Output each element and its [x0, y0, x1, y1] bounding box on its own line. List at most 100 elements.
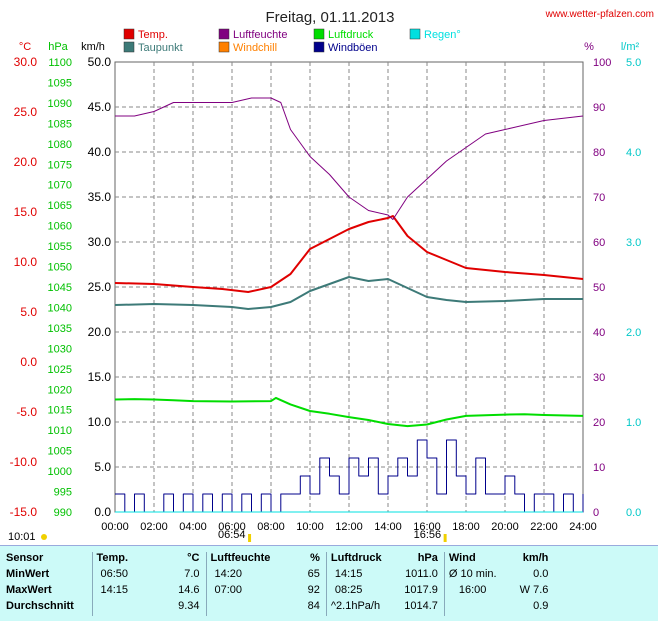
pressure-tick-label: 1055 — [48, 241, 72, 253]
source-link[interactable]: www.wetter-pfalzen.com — [545, 9, 654, 20]
wind-tick-label: 5.0 — [94, 460, 111, 474]
rain-tick-label: 2.0 — [626, 327, 641, 339]
pressure-tick-label: 990 — [54, 507, 72, 519]
time-markers: 10:01 06:54 16:56 — [8, 529, 447, 543]
rain-tick-label: 3.0 — [626, 237, 641, 249]
pressure-tick-label: 995 — [54, 487, 72, 499]
x-tick-label: 12:00 — [335, 521, 363, 533]
stats-header-sensor: Sensor — [6, 552, 44, 564]
stats-min-temp-time: 06:50 — [91, 568, 154, 584]
x-tick-label: 00:00 — [101, 521, 129, 533]
stats-max-hum: 92 — [307, 584, 320, 596]
legend-label-temp: Temp. — [138, 29, 168, 41]
stats-row-max: MaxWert 14:15 14.6 07:00 92 08:25 1017.9… — [6, 584, 554, 600]
series-line-pressure — [114, 396, 584, 428]
pressure-tick-label: 1010 — [48, 425, 72, 437]
humidity-unit-label: % — [584, 41, 594, 53]
stats-label-min: MinWert — [6, 568, 50, 580]
pressure-tick-label: 1040 — [48, 302, 72, 314]
marker-label: 16:56 — [414, 529, 442, 541]
humidity-tick-label: 60 — [593, 237, 605, 249]
wind-tick-label: 40.0 — [88, 145, 112, 159]
pressure-tick-label: 1095 — [48, 77, 72, 89]
x-tick-label: 22:00 — [530, 521, 558, 533]
stats-min-hum: 65 — [307, 568, 320, 580]
legend-swatch-temp — [123, 28, 135, 40]
wind-unit-label: km/h — [81, 41, 105, 53]
stats-avg-wind-time — [443, 600, 507, 616]
humidity-tick-label: 90 — [593, 102, 605, 114]
pressure-tick-label: 1005 — [48, 446, 72, 458]
rain-tick-label: 1.0 — [626, 417, 641, 429]
stats-avg-hum-time — [205, 600, 271, 616]
series-layer — [114, 97, 584, 513]
legend-swatch-humidity — [218, 28, 230, 40]
stats-header-temp: Temp. — [91, 552, 154, 568]
pressure-tick-label: 1035 — [48, 323, 72, 335]
marker-label: 06:54 — [218, 529, 246, 541]
humidity-tick-label: 80 — [593, 147, 605, 159]
temp-tick-label: -5.0 — [16, 405, 37, 419]
x-tick-label: 06:00 — [218, 521, 246, 533]
stats-header-row: Sensor Temp. °C Luftfeuchte % Luftdruck … — [6, 552, 554, 568]
wind-tick-label: 35.0 — [88, 190, 112, 204]
series-line-humidity — [115, 97, 584, 220]
stats-avg-temp-time — [91, 600, 154, 616]
x-tick-label: 24:00 — [569, 521, 597, 533]
pressure-tick-label: 1060 — [48, 221, 72, 233]
temp-tick-label: 10.0 — [14, 255, 38, 269]
humidity-tick-label: 40 — [593, 327, 605, 339]
stats-max-wind: W 7.6 — [519, 584, 549, 596]
stats-header-pres-unit: hPa — [417, 552, 438, 564]
wind-tick-label: 10.0 — [88, 415, 112, 429]
humidity-tick-label: 0 — [593, 507, 599, 519]
stats-header-temp-unit: °C — [187, 552, 200, 564]
stats-row-min: MinWert 06:50 7.0 14:20 65 14:15 1011.0 … — [6, 568, 554, 584]
pressure-unit-label: hPa — [48, 41, 68, 53]
temp-tick-label: -10.0 — [10, 455, 38, 469]
stats-label-avg: Durchschnitt — [6, 600, 74, 612]
series-line-temp — [114, 215, 584, 293]
stats-label-max: MaxWert — [6, 584, 52, 596]
stats-min-pres-time: 14:15 — [325, 568, 397, 584]
stats-panel: Sensor Temp. °C Luftfeuchte % Luftdruck … — [0, 545, 658, 621]
stats-max-pres: 1017.9 — [404, 584, 438, 596]
stats-min-wind: 0.0 — [533, 568, 549, 580]
temp-tick-label: 15.0 — [14, 205, 38, 219]
chart-title: Freitag, 01.11.2013 — [266, 9, 395, 26]
legend-label-gusts: Windböen — [328, 42, 378, 54]
humidity-tick-label: 70 — [593, 192, 605, 204]
legend-swatch-pressure — [313, 28, 325, 40]
pressure-tick-label: 1080 — [48, 139, 72, 151]
stats-min-hum-time: 14:20 — [205, 568, 271, 584]
pressure-tick-label: 1030 — [48, 343, 72, 355]
stats-max-pres-time: 08:25 — [325, 584, 397, 600]
wind-tick-label: 0.0 — [94, 505, 111, 519]
stats-avg-hum: 84 — [307, 600, 320, 612]
stats-header-hum: Luftfeuchte — [205, 552, 271, 568]
stats-min-temp: 7.0 — [184, 568, 200, 580]
pressure-tick-label: 1090 — [48, 98, 72, 110]
legend-label-pressure: Luftdruck — [328, 29, 374, 41]
legend-swatch-windchill — [218, 41, 230, 53]
x-tick-label: 08:00 — [257, 521, 285, 533]
stats-avg-wind: 0.9 — [533, 600, 549, 612]
series-line-dewpoint — [114, 276, 583, 310]
rain-tick-label: 4.0 — [626, 147, 641, 159]
stats-min-pres: 1011.0 — [405, 568, 438, 580]
legend-swatch-rain — [409, 28, 421, 40]
stats-avg-pres: 1014.7 — [404, 600, 438, 612]
x-tick-label: 18:00 — [452, 521, 480, 533]
stats-max-wind-time: 16:00 — [443, 584, 507, 600]
rain-unit-label: l/m² — [621, 41, 640, 53]
rain-tick-label: 0.0 — [626, 507, 641, 519]
temp-tick-label: 30.0 — [14, 55, 38, 69]
temp-unit-label: °C — [19, 41, 31, 53]
temp-tick-label: 25.0 — [14, 105, 38, 119]
humidity-tick-label: 100 — [593, 57, 611, 69]
x-tick-label: 10:00 — [296, 521, 324, 533]
stats-avg-pres-time: ^2.1hPa/h — [325, 600, 397, 616]
temp-tick-label: 20.0 — [14, 155, 38, 169]
stats-min-wind-time: Ø 10 min. — [443, 568, 507, 584]
